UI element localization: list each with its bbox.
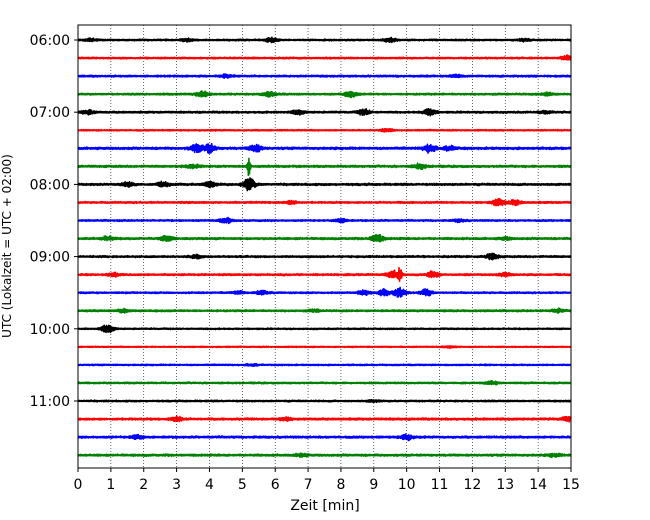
x-tick-label: 8 [336,477,345,493]
y-tick-label: 06:00 [30,33,70,49]
trace-0600 [77,36,572,44]
x-axis: 0 1 2 3 4 5 6 7 8 9 10 11 12 13 14 15 [74,468,580,493]
x-tick-label: 14 [529,477,547,493]
trace-0845 [77,233,572,243]
x-tick-label: 10 [398,477,416,493]
trace-0945 [77,307,572,314]
x-tick-label: 2 [139,477,148,493]
x-tick-label: 7 [304,477,313,493]
trace-0700 [77,107,572,117]
x-tick-label: 15 [562,477,580,493]
x-tick-label: 0 [74,477,83,493]
y-tick-label: 09:00 [30,250,70,266]
x-tick-label: 3 [172,477,181,493]
trace-1115 [77,415,572,423]
trace-0900 [77,252,572,261]
x-tick-label: 4 [205,477,214,493]
x-tick-label: 11 [431,477,449,493]
vertical-gridlines [110,25,539,468]
y-tick-label: 11:00 [30,394,70,410]
trace-layer [77,36,572,459]
trace-1000 [77,324,572,334]
plot-frame [77,24,572,469]
trace-0715 [77,127,572,133]
x-tick-label: 12 [463,477,481,493]
y-tick-label: 10:00 [30,322,70,338]
x-axis-label: Zeit [min] [290,498,359,514]
trace-0930 [77,286,572,298]
trace-1145 [77,452,572,459]
trace-0815 [77,197,572,207]
trace-0630 [77,73,572,79]
x-tick-label: 9 [369,477,378,493]
x-tick-label: 1 [106,477,115,493]
x-tick-label: 13 [496,477,514,493]
trace-0830 [77,216,572,225]
trace-0800 [77,177,572,192]
trace-1130 [77,433,572,442]
trace-1030 [77,363,572,367]
trace-0730 [77,142,572,154]
trace-1045 [77,380,572,386]
y-tick-label: 07:00 [30,105,70,121]
x-tick-label: 6 [271,477,280,493]
trace-1100 [77,399,572,404]
y-tick-label: 08:00 [30,177,70,193]
trace-0745 [77,157,572,177]
trace-0645 [77,90,572,99]
trace-0915 [77,266,572,282]
y-axis-label: UTC (Lokalzeit = UTC + 02:00) [0,154,14,338]
trace-1015 [77,345,572,349]
y-axis: 06:00 07:00 08:00 09:00 10:00 11:00 [30,33,78,410]
x-tick-label: 5 [238,477,247,493]
trace-0615 [77,54,572,61]
